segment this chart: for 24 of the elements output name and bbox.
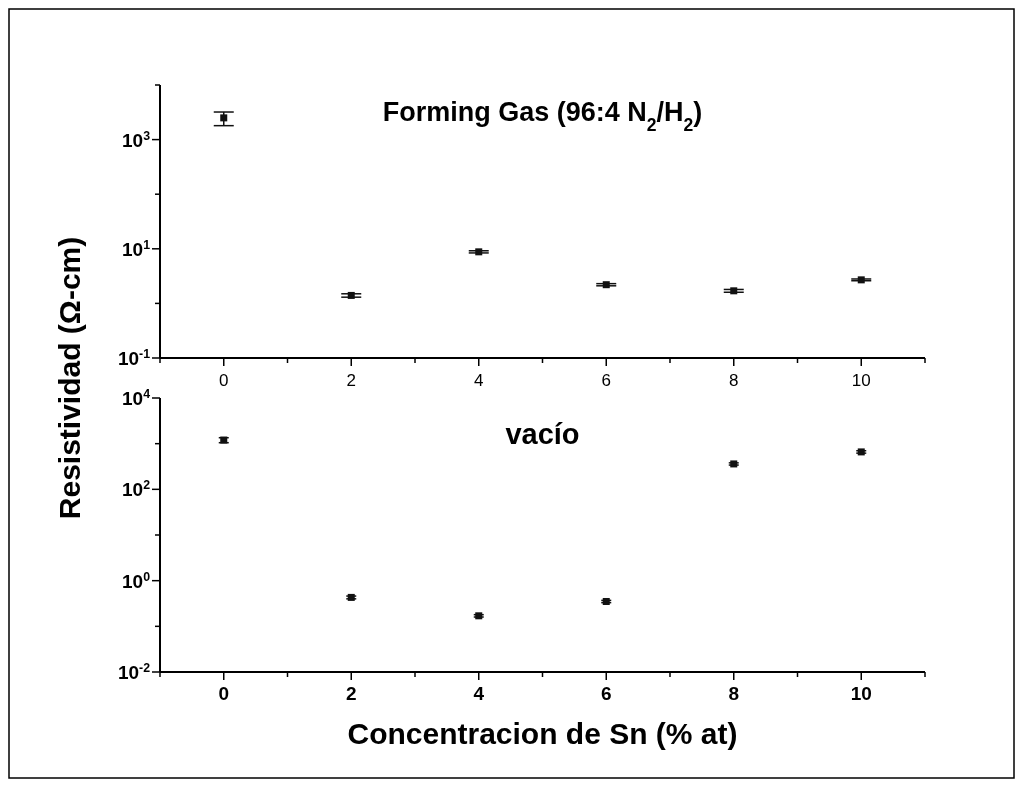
x-tick-label: 8 [729,371,739,390]
x-tick-label: 0 [219,371,229,390]
x-tick-label: 2 [346,371,356,390]
x-tick-label: 2 [345,683,357,704]
y-tick-label: 10$^{1}$ [121,237,151,260]
x-tick-label: 6 [600,683,612,704]
x-tick-label: 0 [218,683,230,704]
x-tick-label: 4 [473,683,485,704]
y-axis-title: Resistividad (Ω-cm) [53,236,86,520]
x-tick-label: 4 [474,371,484,390]
x-tick-label: 10 [850,683,872,704]
y-tick-label: 10$^{-1}$ [117,347,151,369]
x-tick-label: 8 [728,683,740,704]
y-tick-label: 10$^{-2}$ [117,661,151,683]
text: vacío [505,418,580,450]
y-tick-label: 10$^{4}$ [121,387,151,409]
y-tick-label: 10$^{3}$ [121,128,151,151]
y-tick-label: 10$^{2}$ [121,478,151,501]
x-axis-title: Concentracion de Sn (% at) [347,717,738,750]
text: Forming Gas (96:4 N$_{2}$/H$_{2}$) [382,97,703,135]
x-tick-label: 10 [851,371,871,390]
y-tick-label: 10$^{0}$ [121,569,151,592]
x-tick-label: 6 [601,371,611,390]
point [220,114,228,122]
